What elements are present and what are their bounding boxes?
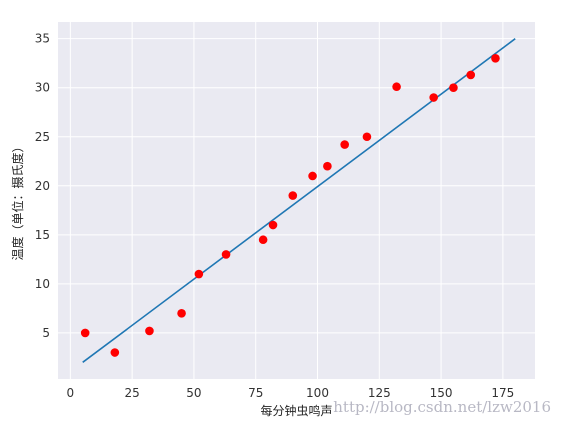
data-point (177, 308, 186, 318)
x-axis-label: 每分钟虫鸣声 (260, 403, 332, 418)
data-point (80, 328, 90, 338)
y-tick-label: 5 (42, 326, 50, 340)
fit-line-layer (82, 38, 516, 363)
x-tick-label: 50 (186, 386, 201, 400)
y-tick-label: 10 (35, 277, 50, 291)
x-tick-label: 0 (67, 386, 75, 400)
data-point (340, 140, 349, 149)
plot-area (58, 22, 535, 379)
y-tick-label: 20 (35, 179, 50, 193)
data-point (145, 326, 154, 336)
data-point (449, 83, 458, 93)
x-tick-labels: 0 25 50 75 100 125 150 175 (67, 386, 515, 400)
x-tick-label: 100 (306, 386, 329, 400)
x-tick-label: 175 (491, 386, 514, 400)
scatter-points (80, 53, 500, 357)
x-tick-label: 75 (248, 386, 263, 400)
data-point (466, 70, 476, 80)
data-point (491, 53, 500, 63)
data-point (258, 235, 268, 245)
data-point (268, 220, 278, 230)
y-tick-labels: 5 10 15 20 25 30 35 (35, 32, 50, 340)
data-point (288, 191, 298, 200)
y-tick-label: 30 (35, 81, 50, 95)
data-point (194, 269, 204, 279)
x-tick-label: 150 (430, 386, 453, 400)
data-point (323, 161, 332, 171)
data-point (308, 171, 317, 181)
y-tick-label: 25 (35, 130, 50, 144)
y-axis-label: 温度（单位：摄氏度） (10, 140, 25, 260)
watermark-text: http://blog.csdn.net/lzw2016 (333, 398, 551, 416)
y-tick-label: 15 (35, 228, 50, 242)
x-tick-label: 25 (125, 386, 140, 400)
y-tick-label: 35 (35, 32, 50, 46)
data-point (429, 93, 438, 102)
data-point (221, 250, 231, 259)
data-point (110, 348, 120, 357)
regression-line (82, 38, 516, 363)
data-point (362, 132, 372, 142)
x-tick-label: 125 (368, 386, 391, 400)
data-point (392, 82, 401, 92)
